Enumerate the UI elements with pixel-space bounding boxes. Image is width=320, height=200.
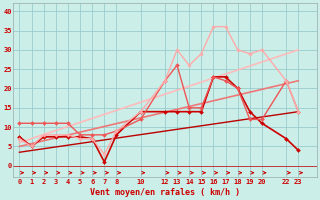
X-axis label: Vent moyen/en rafales ( km/h ): Vent moyen/en rafales ( km/h ) — [90, 188, 240, 197]
